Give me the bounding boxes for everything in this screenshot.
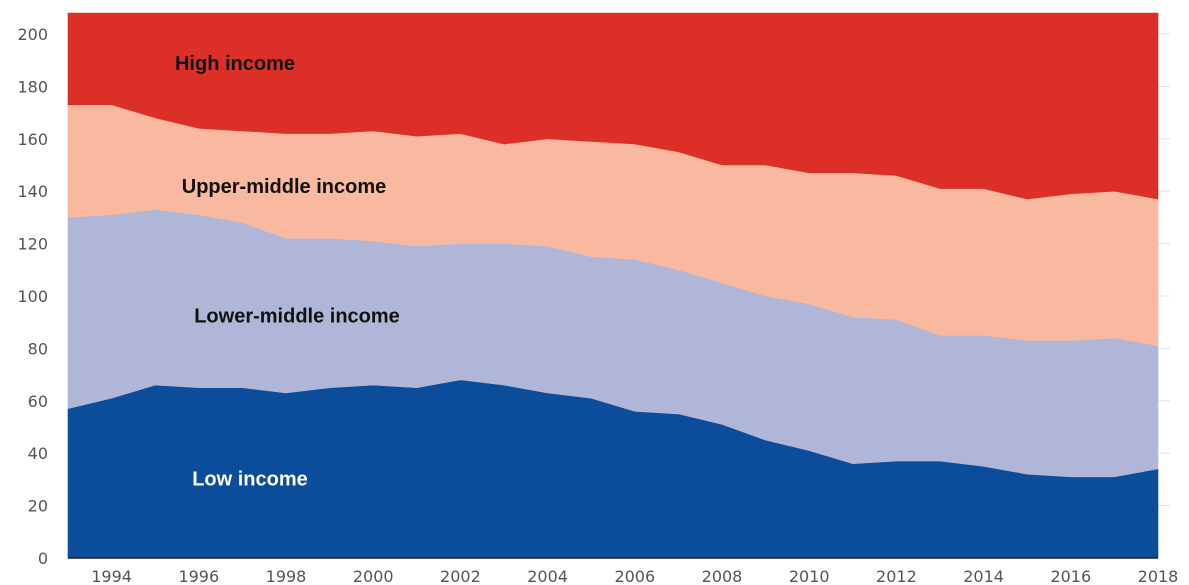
axis-layer: 0 20 40 60 80 100 120 140 160 180 200 1994 1996 1998 2… — [17, 25, 1178, 585]
y-tick-label: 40 — [28, 444, 48, 463]
x-tick-label: 2012 — [876, 567, 917, 585]
series-label-upper-middle-income: Upper-middle income — [182, 176, 386, 198]
y-tick-label: 0 — [38, 549, 48, 568]
y-tick-label: 120 — [17, 235, 48, 254]
y-tick-label: 180 — [17, 77, 48, 96]
area-high-income — [67, 12, 1159, 200]
x-tick-label: 2010 — [789, 567, 830, 585]
x-tick-label: 2018 — [1138, 567, 1179, 585]
series-label-layer: Low income Lower-middle income Upper-middl… — [175, 53, 400, 490]
x-tick-label: 2006 — [614, 567, 655, 585]
x-tick-label: 2008 — [702, 567, 743, 585]
series-label-lower-middle-income: Lower-middle income — [194, 306, 400, 328]
x-tick-label: 2014 — [963, 567, 1004, 585]
area-layer — [67, 12, 1159, 559]
x-tick-label: 1994 — [91, 567, 132, 585]
y-tick-label: 60 — [28, 392, 48, 411]
y-tick-label: 20 — [28, 497, 48, 516]
y-tick-label: 160 — [17, 130, 48, 149]
series-label-high-income: High income — [175, 53, 295, 75]
y-tick-label: 200 — [17, 25, 48, 44]
y-tick-label: 80 — [28, 339, 48, 358]
series-label-low-income: Low income — [192, 468, 308, 490]
x-tick-label: 1998 — [266, 567, 307, 585]
x-tick-label: 1996 — [178, 567, 219, 585]
x-tick-label: 2002 — [440, 567, 481, 585]
y-tick-label: 100 — [17, 287, 48, 306]
x-tick-label: 2016 — [1050, 567, 1091, 585]
y-tick-label: 140 — [17, 182, 48, 201]
x-tick-label: 2000 — [353, 567, 394, 585]
x-tick-label: 2004 — [527, 567, 568, 585]
